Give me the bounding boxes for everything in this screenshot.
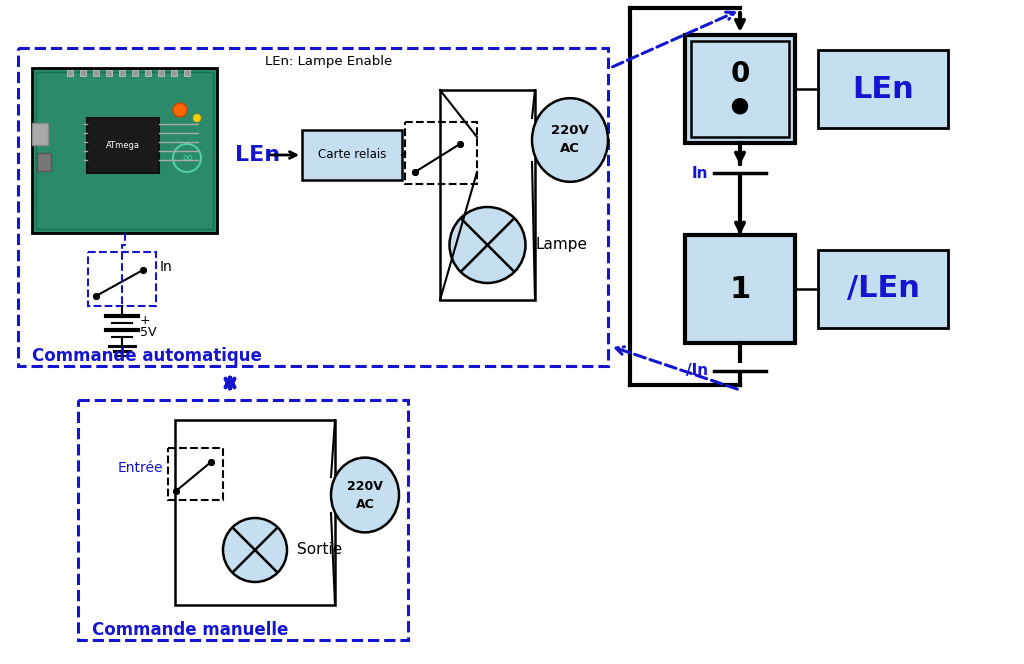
Text: Lampe: Lampe [536,238,588,252]
Text: 220V: 220V [347,479,383,493]
Text: 0: 0 [730,60,750,88]
Text: In: In [691,165,708,181]
Bar [67,70,73,76]
Text: Carte relais: Carte relais [317,149,386,161]
Bar [171,70,177,76]
Circle shape [173,103,187,117]
Bar [685,35,795,143]
Ellipse shape [331,457,399,533]
Bar [119,70,125,76]
Bar [18,48,608,366]
Text: LEn: Lampe Enable: LEn: Lampe Enable [265,56,392,68]
Bar [80,70,86,76]
Bar [691,41,790,137]
Bar [184,70,190,76]
Text: Sortie: Sortie [297,542,342,558]
Bar [145,70,151,76]
Text: AC: AC [560,143,580,155]
Ellipse shape [532,98,608,182]
Bar [406,122,477,184]
Bar [685,235,795,343]
Circle shape [732,99,748,114]
Bar [32,123,48,145]
Text: Entrée: Entrée [118,461,164,475]
Ellipse shape [450,207,525,283]
Bar [302,130,402,180]
Bar [168,448,223,500]
Text: 5V: 5V [140,325,157,339]
Text: LEn: LEn [234,145,281,165]
Bar [37,153,51,171]
Bar [106,70,112,76]
Ellipse shape [223,518,287,582]
Text: Commande manuelle: Commande manuelle [92,621,289,639]
Bar [158,70,164,76]
Text: +: + [140,315,151,327]
Bar [93,70,99,76]
Text: ∞: ∞ [181,151,193,165]
Bar [78,400,408,640]
Text: /In: /In [686,363,708,378]
Text: /LEn: /LEn [847,274,920,303]
Bar [88,252,156,306]
Bar [32,68,217,233]
Circle shape [173,144,201,172]
Text: AC: AC [355,497,375,511]
Bar [175,420,335,605]
Bar [440,90,535,300]
Text: 1: 1 [729,274,751,303]
Bar [87,118,159,173]
Text: 220V: 220V [551,125,589,137]
Bar [36,72,213,229]
Text: ATmega: ATmega [106,141,140,151]
Text: Commande automatique: Commande automatique [32,347,262,365]
Text: In: In [160,260,173,274]
Text: LEn: LEn [852,74,913,104]
Bar [818,50,948,128]
Bar [132,70,138,76]
Bar [818,250,948,328]
Circle shape [193,114,201,122]
